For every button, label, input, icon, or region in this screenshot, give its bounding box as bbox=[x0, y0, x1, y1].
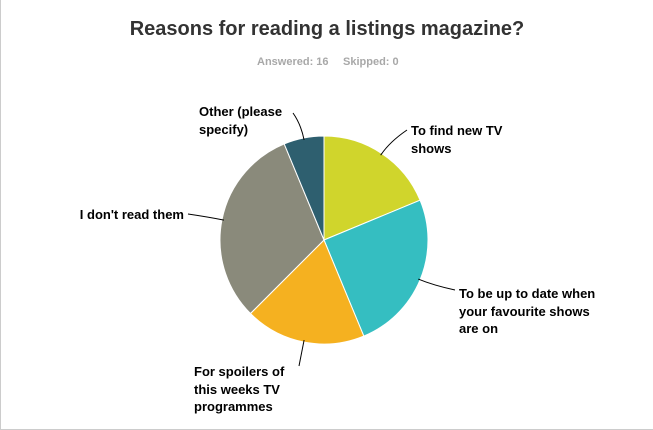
chart-title: Reasons for reading a listings magazine? bbox=[129, 18, 525, 40]
leader-line bbox=[380, 129, 408, 156]
leader-line bbox=[418, 278, 456, 291]
slice-label: Other (please specify) bbox=[199, 104, 283, 137]
leader-line bbox=[187, 213, 225, 221]
slice-label: To find new TV shows bbox=[411, 123, 503, 156]
slice-label: For spoilers of this weeks TV programmes bbox=[194, 364, 285, 414]
leader-line bbox=[298, 339, 305, 367]
slice-label: I don't read them bbox=[79, 207, 184, 222]
skipped: Skipped: 0 bbox=[343, 56, 399, 68]
leader-line bbox=[292, 112, 305, 141]
answered: Answered: 16 bbox=[257, 56, 329, 68]
slice-label: To be up to date when your favourite sho… bbox=[459, 286, 596, 336]
